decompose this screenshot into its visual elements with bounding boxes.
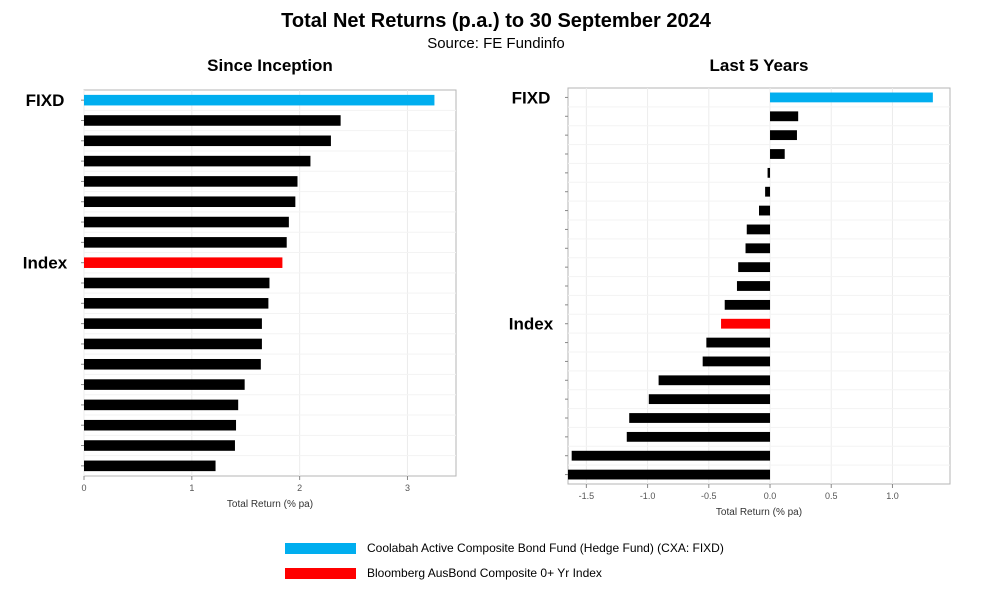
legend-label-fund: Coolabah Active Composite Bond Fund (Hed…: [367, 541, 724, 555]
bar: [770, 92, 933, 103]
bar: [84, 298, 269, 309]
row-label-index: Index: [509, 315, 554, 334]
bar: [724, 299, 771, 310]
x-tick-label: -1.5: [579, 491, 595, 501]
bar: [626, 431, 771, 442]
legend-swatch-fund: [285, 543, 356, 554]
x-tick-label: 3: [405, 483, 410, 493]
row-label-fund: FIXD: [26, 91, 65, 110]
row-label-index: Index: [23, 254, 68, 273]
bar: [648, 394, 771, 405]
bar: [84, 135, 331, 147]
panel-title-since-inception: Since Inception: [207, 56, 333, 75]
legend-swatch-index: [285, 568, 356, 579]
bar: [568, 469, 771, 480]
bar: [84, 358, 261, 370]
bar: [629, 413, 771, 423]
bar: [84, 176, 298, 187]
bar: [658, 375, 771, 386]
bar: [84, 338, 262, 350]
bar: [736, 281, 771, 291]
x-tick-label: 2: [297, 483, 302, 493]
x-axis-label: Total Return (% pa): [227, 499, 313, 510]
bar: [770, 111, 799, 122]
chart-title: Total Net Returns (p.a.) to 30 September…: [281, 10, 711, 32]
x-tick-label: -1.0: [640, 491, 656, 501]
bar: [745, 243, 771, 254]
x-tick-label: 0.5: [825, 491, 838, 501]
legend-label-index: Bloomberg AusBond Composite 0+ Yr Index: [367, 566, 602, 580]
bar: [571, 450, 771, 461]
bar: [702, 356, 771, 367]
bar: [84, 115, 341, 126]
x-tick-label: 1.0: [886, 491, 899, 501]
bar: [84, 196, 296, 208]
bar: [767, 167, 771, 178]
row-label-fund: FIXD: [512, 88, 551, 107]
bar: [84, 379, 245, 390]
bar: [84, 237, 287, 248]
x-tick-label: -0.5: [701, 491, 717, 501]
bar: [84, 419, 237, 431]
chart-subtitle: Source: FE Fundinfo: [427, 35, 565, 52]
bar: [765, 186, 771, 197]
x-tick-label: 0.0: [764, 491, 777, 501]
bar: [84, 440, 235, 451]
bar: [84, 277, 270, 289]
bar: [770, 130, 797, 141]
x-tick-label: 0: [81, 483, 86, 493]
bar: [84, 94, 435, 106]
bar: [706, 337, 771, 348]
bar: [84, 155, 311, 167]
bar: [746, 224, 771, 235]
bar: [84, 257, 283, 268]
bar: [770, 149, 785, 159]
bar: [84, 460, 216, 472]
x-axis-label: Total Return (% pa): [716, 507, 802, 518]
x-tick-label: 1: [189, 483, 194, 493]
bar: [721, 318, 771, 329]
bar: [759, 205, 771, 216]
panel-title-last-5-years: Last 5 Years: [709, 56, 809, 75]
bar: [738, 262, 771, 273]
bar: [84, 216, 289, 228]
bar: [84, 399, 239, 411]
bar: [84, 318, 262, 329]
